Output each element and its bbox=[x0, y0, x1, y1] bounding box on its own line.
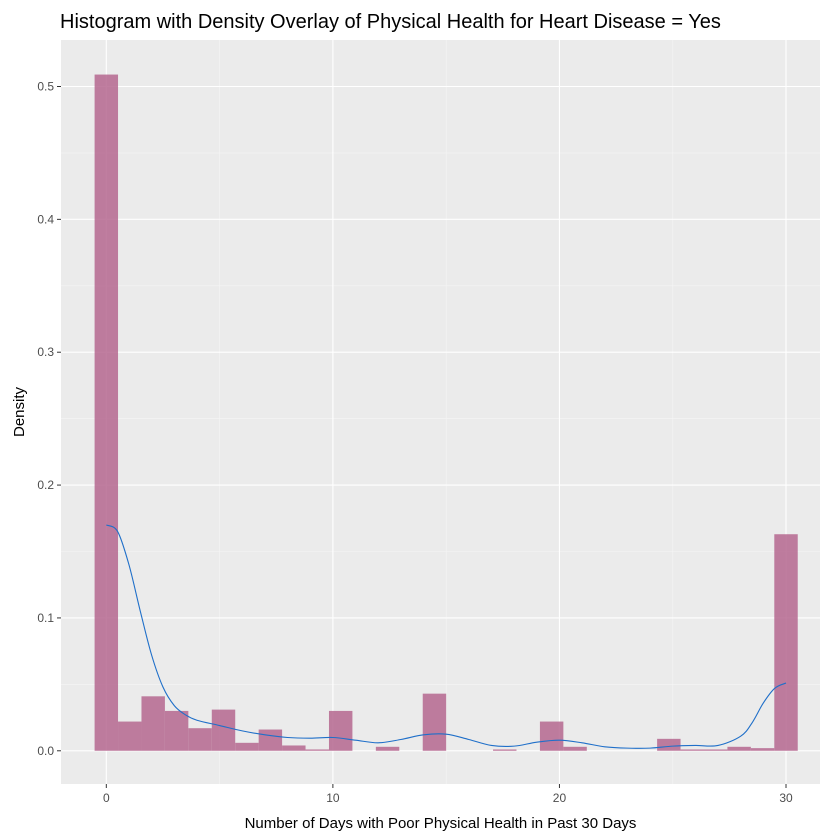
x-tick-label: 30 bbox=[779, 791, 793, 805]
y-axis-ticks: 0.0 0.1 0.2 0.3 0.4 0.5 bbox=[37, 80, 61, 758]
histogram-bar bbox=[422, 693, 447, 751]
minor-gridlines bbox=[61, 40, 820, 784]
histogram-bar bbox=[774, 534, 798, 751]
histogram-bar bbox=[94, 74, 119, 751]
y-axis-title: Density bbox=[11, 386, 28, 437]
y-tick-label: 0.0 bbox=[37, 744, 54, 758]
histogram-bar bbox=[235, 742, 259, 751]
histogram-bar bbox=[539, 721, 564, 751]
histogram-bar bbox=[118, 721, 142, 751]
x-tick-label: 20 bbox=[553, 791, 567, 805]
histogram-bars bbox=[94, 74, 798, 751]
histogram-bar bbox=[563, 746, 587, 751]
histogram-bar bbox=[703, 749, 728, 751]
histogram-bar bbox=[141, 696, 165, 751]
histogram-bar bbox=[305, 749, 329, 751]
chart-title: Histogram with Density Overlay of Physic… bbox=[60, 11, 721, 33]
histogram-bar bbox=[282, 745, 306, 751]
x-tick-label: 0 bbox=[103, 791, 110, 805]
histogram-bar bbox=[188, 728, 212, 751]
x-tick-label: 10 bbox=[326, 791, 340, 805]
x-axis-title: Number of Days with Poor Physical Health… bbox=[245, 815, 637, 832]
histogram-bar bbox=[680, 749, 704, 751]
y-tick-label: 0.1 bbox=[37, 611, 54, 625]
y-tick-label: 0.4 bbox=[37, 212, 54, 226]
y-tick-label: 0.5 bbox=[37, 80, 54, 94]
y-tick-label: 0.2 bbox=[37, 478, 54, 492]
histogram-bar bbox=[727, 746, 751, 751]
x-axis-ticks: 0 10 20 30 bbox=[103, 784, 793, 805]
plot-panel bbox=[61, 40, 820, 784]
histogram-bar bbox=[750, 748, 775, 751]
histogram-bar bbox=[375, 746, 400, 751]
histogram-bar bbox=[258, 729, 283, 751]
histogram-bar bbox=[657, 738, 681, 751]
histogram-bar bbox=[211, 709, 236, 751]
histogram-bar bbox=[493, 749, 517, 751]
density-curve bbox=[106, 524, 787, 749]
histogram-bar bbox=[328, 710, 353, 751]
histogram-bar bbox=[164, 710, 189, 751]
y-tick-label: 0.3 bbox=[37, 345, 54, 359]
